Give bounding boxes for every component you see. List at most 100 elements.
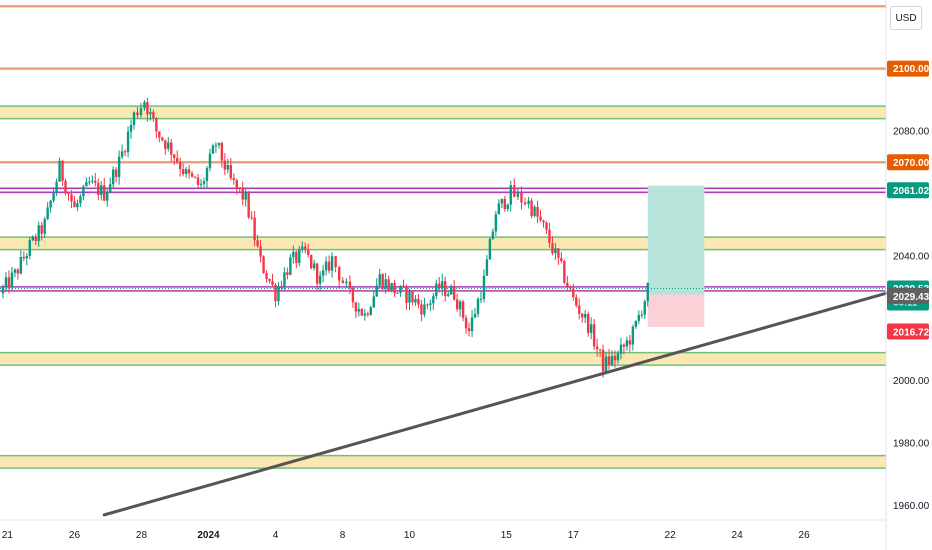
- candle-body: [149, 112, 152, 115]
- candle-body: [513, 185, 516, 197]
- candle-body: [631, 326, 635, 345]
- candle-body: [120, 151, 124, 157]
- candle-body: [271, 280, 274, 285]
- candle-body: [274, 284, 277, 302]
- candle-body: [384, 279, 387, 289]
- candle-body: [345, 281, 348, 284]
- price-label-stop-bg: [887, 323, 929, 340]
- price-label-2070-bg: [887, 154, 929, 171]
- candle-body: [88, 181, 91, 183]
- zone-fill-2: [0, 352, 886, 366]
- candle-body: [283, 272, 286, 288]
- candle-body: [455, 299, 459, 310]
- candle-body: [129, 125, 133, 132]
- candle-body: [575, 297, 578, 306]
- candle-body: [37, 225, 40, 241]
- candle-body: [10, 272, 14, 288]
- candle-body: [136, 112, 139, 116]
- candle-body: [622, 344, 626, 347]
- price-label-stop: 2016.72: [893, 328, 930, 339]
- candle-body: [396, 292, 399, 294]
- candle-body: [55, 181, 58, 193]
- candle-body: [360, 309, 364, 316]
- time-tick-label: 2024: [197, 530, 220, 541]
- candle-body: [432, 296, 435, 304]
- candle-body: [22, 256, 26, 259]
- candle-body: [438, 283, 441, 289]
- candle-body: [485, 259, 489, 276]
- candle-body: [19, 256, 23, 274]
- candle-body: [563, 261, 566, 283]
- candle-body: [578, 305, 581, 314]
- candle-body: [205, 168, 209, 182]
- time-tick-label: 15: [501, 530, 513, 541]
- candle-body: [52, 192, 55, 201]
- candle-body: [103, 185, 106, 201]
- candle-body: [378, 274, 381, 286]
- take-profit-zone[interactable]: [647, 185, 705, 295]
- price-label-2029-bg: [887, 287, 929, 304]
- trendline[interactable]: [102, 291, 888, 517]
- candle-body: [500, 198, 504, 204]
- stop-loss-zone[interactable]: [647, 294, 705, 328]
- candle-body: [265, 273, 268, 279]
- candle-body: [584, 313, 587, 318]
- candle-body: [295, 251, 298, 263]
- candle-body: [604, 356, 608, 372]
- candle-body: [338, 267, 341, 281]
- candle-body: [458, 301, 462, 310]
- candle-body: [152, 112, 155, 119]
- candle-body: [247, 191, 250, 218]
- candle-body: [548, 229, 551, 243]
- ascending-trendline[interactable]: [102, 291, 888, 517]
- candle-body: [202, 181, 206, 184]
- candle-body: [235, 179, 238, 188]
- candle-body: [262, 256, 265, 274]
- long-position-tool[interactable]: [647, 185, 705, 328]
- candle-body: [256, 240, 259, 247]
- candle-body: [530, 200, 533, 216]
- price-tick-label: 1960.00: [893, 501, 930, 512]
- candle-body: [85, 182, 88, 187]
- candle-body: [223, 160, 227, 170]
- candle-body: [250, 217, 253, 219]
- candle-body: [420, 304, 423, 315]
- candle-body: [43, 219, 46, 234]
- candle-body: [208, 153, 212, 169]
- candle-body: [178, 162, 182, 170]
- candle-body: [616, 353, 620, 361]
- time-tick-label: 21: [2, 530, 14, 541]
- candle-body: [126, 131, 130, 153]
- candle-body: [491, 231, 495, 239]
- price-axis[interactable]: 2080.00 2040.00 2000.00 1980.00 1960.00: [893, 127, 930, 512]
- candle-body: [646, 282, 649, 302]
- candle-body: [111, 169, 115, 185]
- candle-body: [411, 291, 414, 303]
- candle-body: [241, 188, 244, 200]
- candle-body: [94, 180, 97, 183]
- candle-body: [488, 238, 492, 260]
- candle-body: [324, 261, 328, 271]
- candle-body: [1, 286, 5, 294]
- candle-body: [73, 201, 76, 208]
- candle-body: [429, 303, 432, 305]
- candle-body: [327, 261, 331, 271]
- candle-body: [628, 340, 632, 345]
- candle-body: [139, 108, 143, 116]
- candle-body: [64, 180, 67, 194]
- currency-button[interactable]: USD: [890, 6, 922, 30]
- candle-body: [613, 355, 617, 361]
- candle-body: [509, 185, 512, 205]
- candle-body: [82, 186, 85, 197]
- candle-body: [298, 249, 301, 263]
- candle-body: [114, 169, 118, 177]
- candle-body: [321, 270, 325, 276]
- candle-body: [520, 192, 523, 203]
- time-tick-label: 8: [340, 530, 346, 541]
- candle-body: [369, 307, 372, 315]
- candle-body: [334, 256, 337, 268]
- candle-body: [143, 101, 146, 109]
- time-axis[interactable]: 21 26 28 2024 4 8 10 15 17 22 24 26: [0, 519, 886, 541]
- candle-body: [211, 145, 215, 154]
